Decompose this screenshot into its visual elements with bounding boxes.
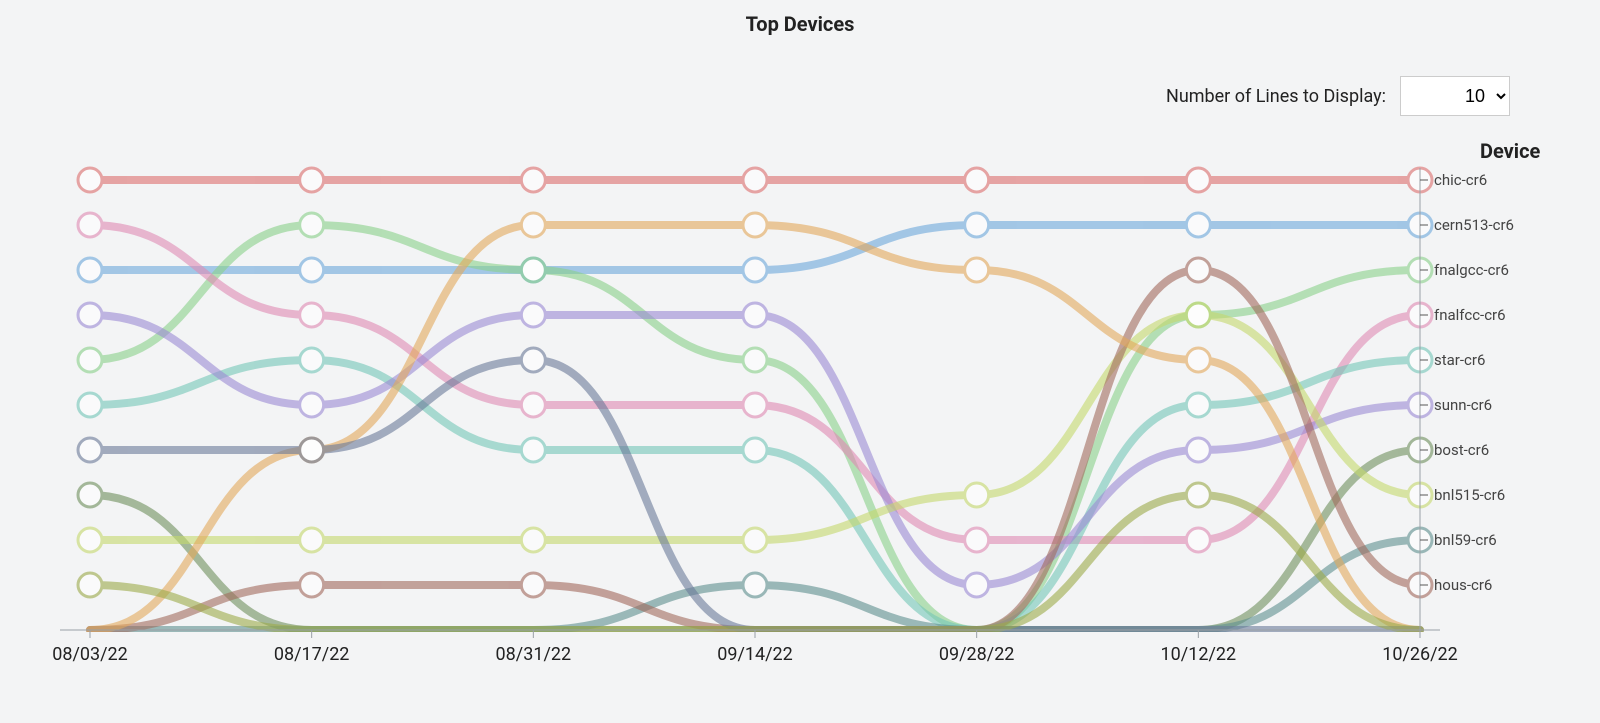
legend-title: Device xyxy=(1480,140,1541,163)
legend-label-cern513-cr6: cern513-cr6 xyxy=(1434,216,1514,234)
legend-label-fnalgcc-cr6: fnalgcc-cr6 xyxy=(1434,261,1509,279)
lines-display-control: Number of Lines to Display: 510152025 xyxy=(1166,76,1510,116)
legend-label-bnl59-cr6: bnl59-cr6 xyxy=(1434,531,1497,549)
legend-label-chic-cr6: chic-cr6 xyxy=(1434,171,1487,189)
series-olive-aux xyxy=(78,483,1420,630)
legend-label-bost-cr6: bost-cr6 xyxy=(1434,441,1489,459)
legend-label-bnl515-cr6: bnl515-cr6 xyxy=(1434,486,1505,504)
bump-chart: 08/03/22 08/17/22 08/31/22 09/14/22 09/28/22… xyxy=(40,140,1560,683)
x-axis-label: 08/17/22 xyxy=(274,644,350,665)
series-chic-cr6 xyxy=(78,168,1432,192)
x-axis-label: 09/14/22 xyxy=(717,644,793,665)
lines-display-select[interactable]: 510152025 xyxy=(1400,76,1510,116)
legend-label-hous-cr6: hous-cr6 xyxy=(1434,576,1492,594)
x-axis-label: 10/26/22 xyxy=(1382,644,1458,665)
x-axis-label: 08/03/22 xyxy=(52,644,128,665)
x-axis-label: 09/28/22 xyxy=(939,644,1015,665)
legend-label-sunn-cr6: sunn-cr6 xyxy=(1434,396,1492,414)
legend-label-star-cr6: star-cr6 xyxy=(1434,351,1485,369)
lines-display-label: Number of Lines to Display: xyxy=(1166,86,1386,107)
x-axis-label: 10/12/22 xyxy=(1161,644,1237,665)
chart-title: Top Devices xyxy=(0,0,1600,36)
legend-label-fnalfcc-cr6: fnalfcc-cr6 xyxy=(1434,306,1506,324)
x-axis-label: 08/31/22 xyxy=(496,644,572,665)
series-bnl515-cr6 xyxy=(78,303,1432,552)
